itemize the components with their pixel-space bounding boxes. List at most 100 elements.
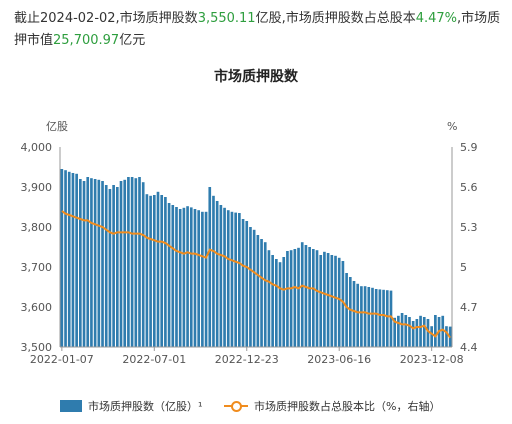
bar bbox=[178, 209, 182, 347]
y-left-unit: 亿股 bbox=[46, 120, 68, 133]
bar bbox=[323, 251, 326, 347]
bar bbox=[204, 211, 208, 347]
legend-label-line: 市场质押股数占总股本比（%，右轴） bbox=[254, 400, 441, 413]
bar bbox=[348, 277, 352, 347]
x-tick-label: 2022-01-07 bbox=[30, 353, 94, 366]
bar bbox=[138, 177, 141, 347]
bar bbox=[197, 210, 201, 347]
bar bbox=[400, 313, 404, 347]
bar bbox=[152, 195, 156, 347]
bar bbox=[389, 290, 393, 347]
pledged-ratio-value: 4.47% bbox=[415, 11, 458, 26]
bar bbox=[223, 207, 226, 347]
bar bbox=[422, 317, 426, 347]
legend-item-line[interactable]: 市场质押股数占总股本比（%，右轴） bbox=[224, 398, 440, 414]
legend-line-swatch bbox=[224, 400, 248, 412]
bar bbox=[363, 286, 367, 347]
bar bbox=[430, 326, 433, 347]
bar bbox=[215, 201, 219, 347]
bar bbox=[308, 247, 311, 347]
bar bbox=[230, 211, 234, 347]
y-right-tick-label: 4.7 bbox=[460, 301, 478, 314]
bar bbox=[101, 181, 104, 347]
bar bbox=[97, 179, 101, 347]
y-left-tick-label: 3,900 bbox=[21, 181, 53, 194]
bar bbox=[367, 287, 371, 347]
bar bbox=[160, 195, 164, 347]
bar bbox=[182, 207, 186, 347]
bar bbox=[226, 210, 230, 347]
bar bbox=[356, 283, 360, 347]
bar bbox=[123, 179, 127, 347]
bar bbox=[315, 250, 319, 347]
bar bbox=[441, 315, 445, 347]
y-right-tick-label: 5 bbox=[460, 261, 467, 274]
bar bbox=[79, 179, 82, 347]
bar bbox=[311, 249, 315, 347]
bar bbox=[263, 242, 267, 347]
bar bbox=[238, 213, 241, 347]
bar bbox=[60, 169, 64, 347]
bar bbox=[360, 286, 363, 347]
bar bbox=[141, 182, 145, 347]
bar bbox=[234, 212, 237, 347]
bar bbox=[71, 173, 75, 347]
bar bbox=[245, 221, 249, 347]
bar bbox=[241, 219, 245, 347]
bar bbox=[193, 209, 197, 347]
bar bbox=[93, 179, 97, 347]
bar bbox=[164, 197, 167, 347]
bar bbox=[282, 257, 286, 347]
bar bbox=[145, 194, 149, 347]
bar bbox=[411, 321, 415, 347]
bar bbox=[75, 173, 78, 347]
bar bbox=[393, 317, 397, 347]
y-right-tick-label: 4.4 bbox=[460, 341, 478, 354]
chart-legend: 市场质押股数（亿股）¹ 市场质押股数占总股本比（%，右轴） bbox=[0, 396, 512, 416]
bar bbox=[108, 189, 112, 347]
y-right-tick-label: 5.3 bbox=[460, 221, 478, 234]
bar bbox=[278, 262, 282, 347]
bar bbox=[275, 259, 278, 347]
bar bbox=[249, 227, 252, 347]
bar bbox=[434, 315, 437, 347]
bar bbox=[267, 250, 271, 347]
y-right-tick-label: 5.9 bbox=[460, 141, 478, 154]
summary-part1: 截止2024-02-02,市场质押股数 bbox=[14, 11, 198, 26]
bar bbox=[293, 249, 297, 347]
ratio-line bbox=[61, 210, 451, 339]
legend-bar-swatch bbox=[60, 400, 82, 412]
y-right-unit: % bbox=[447, 120, 457, 133]
bar bbox=[256, 235, 260, 347]
bar bbox=[186, 206, 189, 347]
bar bbox=[415, 319, 419, 347]
y-left-tick-label: 3,600 bbox=[21, 301, 53, 314]
bar bbox=[286, 251, 289, 347]
pledged-market-value: 25,700.97 bbox=[53, 33, 120, 48]
bar bbox=[104, 185, 108, 347]
bar bbox=[382, 289, 385, 347]
summary-part2: 亿股,市场质押股数占总股本 bbox=[255, 11, 416, 26]
x-tick-label: 2022-07-01 bbox=[122, 353, 186, 366]
bar bbox=[374, 289, 378, 347]
summary-part4: 亿元 bbox=[119, 33, 146, 48]
bar bbox=[352, 281, 356, 347]
bar bbox=[408, 317, 411, 347]
bar bbox=[319, 255, 323, 347]
chart-title: 市场质押股数 bbox=[214, 69, 298, 85]
bar bbox=[130, 177, 134, 347]
bar bbox=[252, 229, 256, 347]
pledge-chart: 亿股 % 4,000 3,900 3,800 3,700 3,600 3,500 5.9 5.6 5… bbox=[21, 120, 478, 366]
bar bbox=[341, 261, 345, 347]
bar bbox=[175, 207, 178, 347]
legend-item-bars[interactable]: 市场质押股数（亿股）¹ bbox=[60, 398, 202, 414]
bar bbox=[189, 207, 193, 347]
bar bbox=[378, 289, 382, 347]
summary-part3: ,市场质押市值 bbox=[14, 11, 501, 48]
y-left-tick-label: 3,800 bbox=[21, 221, 53, 234]
legend-label-bars: 市场质押股数（亿股）¹ bbox=[88, 400, 203, 413]
bar bbox=[201, 211, 204, 347]
bar bbox=[90, 178, 93, 347]
x-tick-label: 2023-12-08 bbox=[400, 353, 464, 366]
bar bbox=[86, 177, 90, 347]
